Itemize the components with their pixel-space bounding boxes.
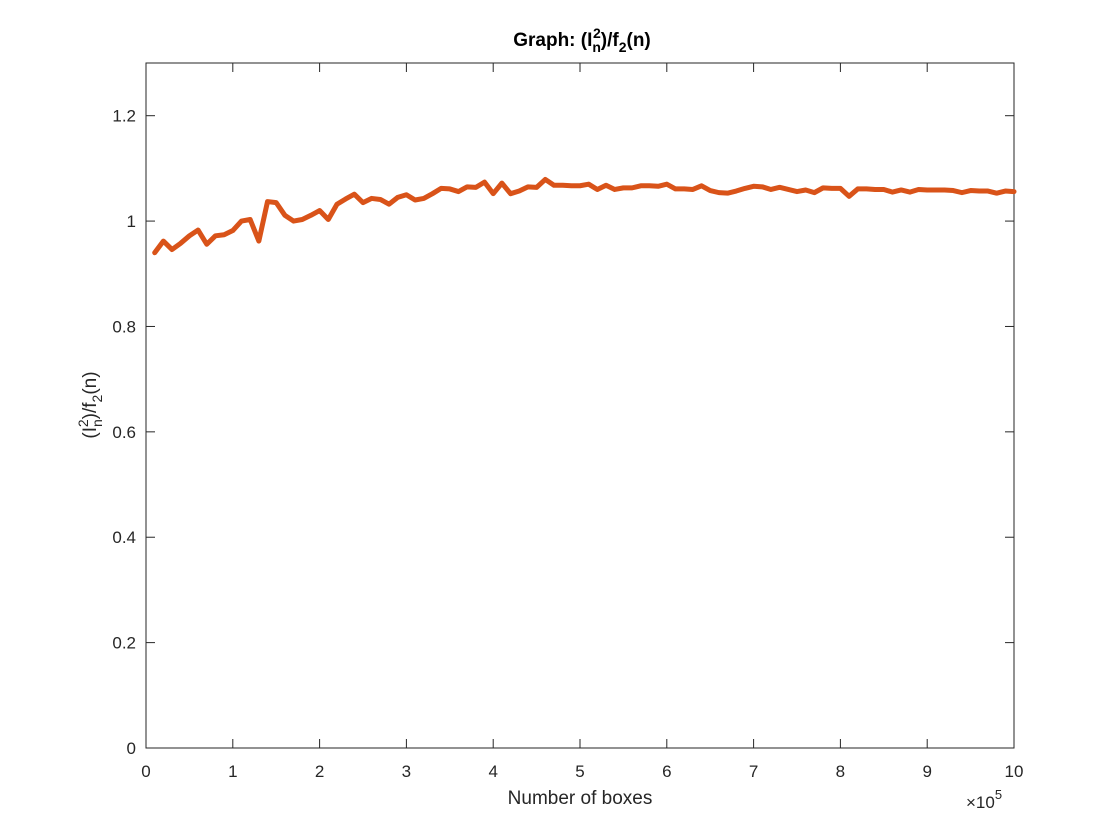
x-tick-label: 4 xyxy=(488,762,497,781)
x-multiplier: ×105 xyxy=(966,787,1002,812)
x-axis-label: Number of boxes xyxy=(508,788,653,809)
x-tick-label: 7 xyxy=(749,762,758,781)
x-tick-label: 0 xyxy=(141,762,150,781)
y-tick-label: 0.6 xyxy=(112,423,136,442)
plot-area: 0 1 2 3 4 5 6 7 8 9 10 0 0.2 0.4 0.6 0.8 1 1.2 xyxy=(112,62,1023,781)
x-tick-label: 5 xyxy=(575,762,584,781)
y-tick-label: 1 xyxy=(127,212,136,231)
y-tick-label: 1.2 xyxy=(112,107,136,126)
y-tick-label: 0.2 xyxy=(112,634,136,653)
x-tick-label: 9 xyxy=(922,762,931,781)
chart-title: Graph: (In2)/f2(n) xyxy=(513,25,651,55)
y-axis-label: (In2)/f2(n) xyxy=(75,371,105,438)
x-tick-label: 2 xyxy=(315,762,324,781)
series-line xyxy=(152,176,1017,256)
x-tick-label: 8 xyxy=(836,762,845,781)
axes-box xyxy=(145,62,1015,749)
x-tick-label: 10 xyxy=(1005,762,1024,781)
y-ticks: 0 0.2 0.4 0.6 0.8 1 1.2 xyxy=(112,107,1014,758)
x-tick-label: 6 xyxy=(662,762,671,781)
y-tick-label: 0.8 xyxy=(112,317,136,336)
x-tick-label: 3 xyxy=(402,762,411,781)
x-tick-label: 1 xyxy=(228,762,237,781)
y-tick-label: 0 xyxy=(127,739,136,758)
y-tick-label: 0.4 xyxy=(112,528,136,547)
x-ticks: 0 1 2 3 4 5 6 7 8 9 10 xyxy=(141,63,1023,781)
